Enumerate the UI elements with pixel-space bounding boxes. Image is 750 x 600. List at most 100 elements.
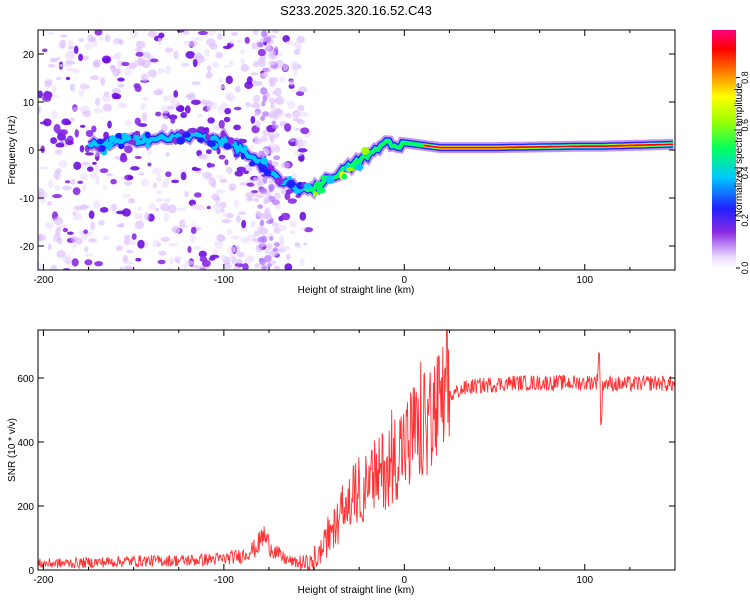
- spectrogram-noise-blob: [105, 173, 114, 177]
- spectrogram-noise-blob: [219, 178, 228, 183]
- spectrogram-noise-blob: [134, 212, 140, 220]
- snr-panel: -200 -100 0 100 0 200 400 600 Height of straigh…: [7, 329, 676, 596]
- spectrogram-ridge-blob: [134, 130, 141, 136]
- spectrogram-noise-blob: [163, 198, 172, 203]
- spectrogram-noise-blob: [208, 163, 216, 168]
- spectrogram-noise-blob: [125, 249, 134, 254]
- spectrogram-noise-blob: [215, 51, 223, 59]
- spectrogram-noise-blob: [94, 30, 103, 36]
- spectrogram-noise-blob: [165, 267, 174, 270]
- spectrogram-ridge-red: [424, 143, 674, 149]
- spectrogram-ridge-blob: [197, 137, 205, 143]
- spectrogram-noise-blob: [170, 116, 176, 124]
- spectrogram-band-blob: [270, 260, 277, 266]
- spectrogram-noise-blob: [94, 164, 101, 173]
- spectrogram-noise-blob: [156, 173, 162, 183]
- spectrogram-ridge-blob: [205, 134, 211, 141]
- spectrogram-noise-blob: [251, 79, 256, 84]
- spectrogram-band-blob: [257, 204, 263, 209]
- spectrogram-noise-blob: [296, 35, 305, 44]
- spectrogram-noise-blob: [233, 124, 242, 131]
- spectrogram-ridge-blob: [303, 182, 312, 190]
- spectrogram-noise-blob: [237, 211, 247, 215]
- spectrogram-band-blob: [274, 46, 279, 54]
- spectrogram-noise-blob: [47, 200, 52, 206]
- spectrogram-noise-blob: [241, 219, 247, 229]
- spectrogram-noise-blob: [152, 182, 158, 189]
- spectrogram-noise-blob: [73, 205, 83, 211]
- spectrogram-noise-blob: [284, 263, 293, 270]
- spectrogram-band-blob: [255, 120, 261, 128]
- spectrogram-band-blob: [271, 199, 280, 206]
- spectrogram-noise-blob: [165, 152, 170, 157]
- spectrogram-noise-blob: [117, 102, 125, 108]
- spectrogram-band-blob: [262, 111, 269, 117]
- spectrogram-noise-blob: [84, 253, 94, 257]
- spectrogram-noise-blob: [191, 81, 201, 85]
- spectrogram-ridge-blob: [128, 139, 137, 145]
- spectrogram-noise-blob: [98, 219, 105, 226]
- spectrogram-band-blob: [274, 145, 281, 153]
- spectrogram-band-blob: [270, 112, 279, 118]
- spectrogram-noise-blob: [121, 61, 130, 67]
- spectrogram-noise-blob: [53, 216, 63, 226]
- spectrogram-noise-blob: [78, 53, 84, 62]
- snr-ytick-label: 400: [17, 438, 34, 449]
- spectrogram-noise-blob: [79, 145, 85, 153]
- spectrogram-noise-blob: [38, 143, 41, 147]
- spectrogram-noise-blob: [292, 89, 298, 93]
- colorbar-tick-label: 0.6: [740, 119, 750, 132]
- spectrogram-noise-blob: [72, 187, 81, 196]
- colorbar-tick-label: 0.4: [740, 167, 750, 180]
- spectrogram-noise-blob: [176, 30, 185, 33]
- spectrogram-noise-blob: [249, 145, 254, 150]
- spectrogram-band-blob: [258, 150, 265, 156]
- spectrogram-noise-blob: [72, 106, 79, 112]
- spectrogram-noise-blob: [136, 57, 146, 66]
- snr-series-line: [38, 330, 675, 570]
- spectrogram-noise-blob: [40, 145, 45, 154]
- spectrogram-noise-blob: [130, 166, 140, 171]
- spectrogram-noise-blob: [38, 233, 43, 243]
- colorbar-tick-label: 0.0: [740, 262, 750, 275]
- spectrogram-noise-blob: [56, 227, 62, 231]
- spectrogram-ridge-blob: [144, 131, 151, 139]
- spectrogram-noise-blob: [137, 239, 145, 249]
- spectrogram-band-blob: [260, 115, 266, 121]
- snr-frame: [37, 329, 676, 571]
- spectrogram-band-blob: [261, 100, 266, 107]
- spectrogram-noise-blob: [79, 124, 86, 128]
- spectrogram-noise-blob: [208, 177, 217, 187]
- spectrogram-noise-blob: [112, 39, 118, 46]
- spectrogram-ytick-label: 10: [23, 98, 35, 109]
- spectrogram-band-blob: [267, 262, 272, 268]
- spectrogram-noise-blob: [50, 137, 58, 145]
- spectrogram-noise-blob: [234, 170, 244, 177]
- spectrogram-noise-blob: [57, 63, 68, 68]
- spectrogram-band-blob: [261, 72, 269, 78]
- spectrogram-noise-blob: [206, 205, 211, 210]
- spectrogram-noise-blob: [127, 175, 134, 180]
- spectrogram-noise-blob: [236, 214, 241, 223]
- spectrogram-noise-blob: [124, 260, 134, 265]
- spectrogram-noise-blob: [52, 193, 63, 199]
- spectrogram-noise-blob: [48, 179, 54, 189]
- spectrogram-noise-blob: [52, 85, 57, 94]
- spectrogram-noise-blob: [62, 254, 73, 264]
- spectrogram-noise-blob: [147, 30, 158, 38]
- spectrogram-noise-blob: [229, 39, 235, 45]
- spectrogram-band-blob: [260, 87, 268, 95]
- spectrogram-noise-blob: [146, 149, 152, 156]
- spectrogram-noise-blob: [62, 227, 68, 233]
- spectrogram-noise-blob: [252, 176, 259, 186]
- spectrogram-noise-blob: [128, 198, 135, 204]
- spectrogram-noise-blob: [207, 65, 212, 73]
- spectrogram-band-blob: [256, 41, 264, 48]
- spectrogram-noise-blob: [193, 192, 202, 198]
- spectrogram-noise-blob: [177, 105, 185, 112]
- spectrogram-noise-blob: [205, 149, 212, 155]
- snr-ylabel: SNR (10 * v/v): [7, 418, 18, 482]
- spectrogram-noise-blob: [214, 124, 220, 131]
- spectrogram-noise-blob: [140, 178, 149, 187]
